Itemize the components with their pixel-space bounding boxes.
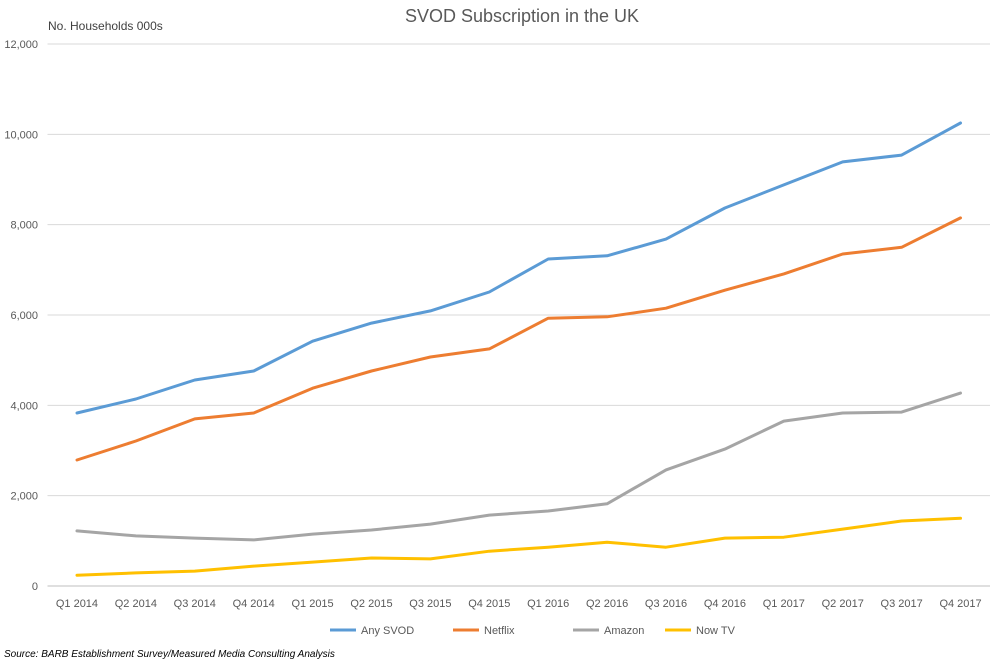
x-tick-label: Q2 2016 (586, 598, 628, 610)
x-tick-label: Q2 2014 (115, 598, 157, 610)
legend-label: Amazon (604, 625, 644, 637)
chart-title: SVOD Subscription in the UK (405, 6, 639, 26)
series-line-now-tv (75, 516, 962, 577)
y-tick-label: 6,000 (10, 310, 38, 322)
x-tick-label: Q4 2016 (704, 598, 746, 610)
y-axis-label: No. Households 000s (48, 19, 163, 33)
y-tick-label: 10,000 (4, 129, 38, 141)
y-tick-label: 8,000 (10, 220, 38, 232)
x-tick-label: Q3 2016 (645, 598, 687, 610)
legend-label: Netflix (484, 625, 515, 637)
x-tick-label: Q1 2016 (527, 598, 569, 610)
x-tick-label: Q3 2017 (881, 598, 923, 610)
source-note: Source: BARB Establishment Survey/Measur… (4, 649, 335, 660)
y-tick-label: 4,000 (10, 400, 38, 412)
y-tick-label: 12,000 (4, 39, 38, 51)
series-line-netflix (75, 216, 962, 462)
x-tick-label: Q1 2014 (56, 598, 98, 610)
x-tick-label: Q4 2015 (468, 598, 510, 610)
x-tick-label: Q4 2017 (939, 598, 981, 610)
x-tick-label: Q1 2017 (763, 598, 805, 610)
x-tick-label: Q2 2017 (822, 598, 864, 610)
legend-label: Any SVOD (361, 625, 414, 637)
x-tick-label: Q3 2015 (409, 598, 451, 610)
x-tick-label: Q3 2014 (174, 598, 216, 610)
y-tick-label: 2,000 (10, 491, 38, 503)
x-tick-label: Q1 2015 (291, 598, 333, 610)
y-tick-label: 0 (32, 581, 38, 593)
series-line-amazon (75, 391, 962, 542)
series-line-any-svod (75, 121, 962, 415)
x-tick-label: Q4 2014 (233, 598, 275, 610)
x-tick-label: Q2 2015 (350, 598, 392, 610)
legend-label: Now TV (696, 625, 736, 637)
